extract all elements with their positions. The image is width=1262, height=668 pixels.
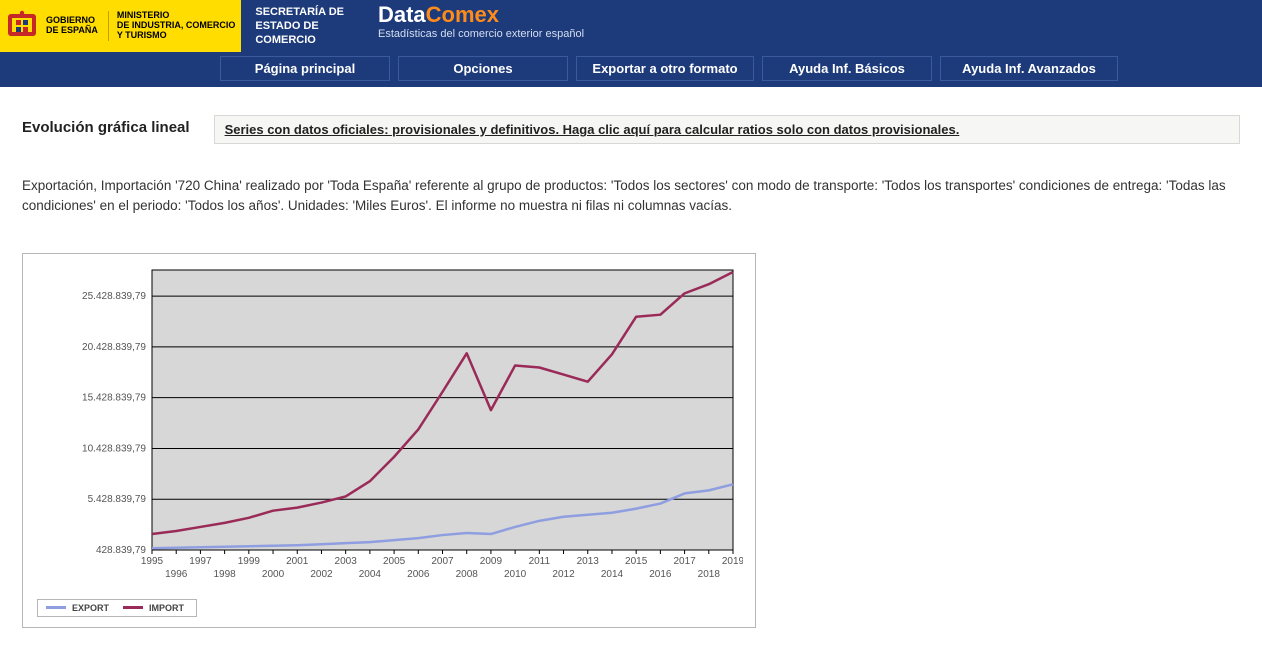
legend-export: EXPORT: [46, 603, 109, 613]
header: GOBIERNO DE ESPAÑA MINISTERIO DE INDUSTR…: [0, 0, 1262, 52]
chart-legend: EXPORT IMPORT: [37, 599, 197, 617]
svg-text:1999: 1999: [238, 556, 261, 567]
ministerio-text: MINISTERIO DE INDUSTRIA, COMERCIO Y TURI…: [108, 11, 236, 41]
svg-text:2010: 2010: [504, 569, 527, 580]
coat-of-arms-icon: [4, 8, 40, 44]
legend-label-import: IMPORT: [149, 603, 184, 613]
provisional-data-notice[interactable]: Series con datos oficiales: provisionale…: [214, 115, 1240, 144]
gov-block: GOBIERNO DE ESPAÑA MINISTERIO DE INDUSTR…: [0, 0, 241, 52]
svg-text:2013: 2013: [577, 556, 600, 567]
svg-text:1997: 1997: [189, 556, 212, 567]
svg-text:2003: 2003: [335, 556, 358, 567]
svg-text:15.428.839,79: 15.428.839,79: [82, 392, 146, 403]
svg-text:2007: 2007: [431, 556, 454, 567]
brand: DataComex Estadísticas del comercio exte…: [358, 0, 604, 52]
svg-text:10.428.839,79: 10.428.839,79: [82, 443, 146, 454]
content: Evolución gráfica lineal Series con dato…: [0, 87, 1262, 668]
secretaria-text: SECRETARÍA DE ESTADO DE COMERCIO: [241, 0, 358, 52]
svg-text:5.428.839,79: 5.428.839,79: [88, 494, 147, 505]
svg-text:2005: 2005: [383, 556, 406, 567]
page-title: Evolución gráfica lineal: [22, 115, 190, 136]
legend-label-export: EXPORT: [72, 603, 109, 613]
gobierno-text: GOBIERNO DE ESPAÑA: [46, 16, 98, 36]
svg-text:20.428.839,79: 20.428.839,79: [82, 341, 146, 352]
svg-text:2018: 2018: [698, 569, 721, 580]
svg-text:2015: 2015: [625, 556, 648, 567]
svg-text:2006: 2006: [407, 569, 430, 580]
nav-opciones[interactable]: Opciones: [398, 56, 568, 81]
nav-ayuda-basicos[interactable]: Ayuda Inf. Básicos: [762, 56, 932, 81]
svg-text:2000: 2000: [262, 569, 285, 580]
svg-text:1996: 1996: [165, 569, 188, 580]
brand-suffix: Comex: [426, 2, 499, 27]
legend-import: IMPORT: [123, 603, 184, 613]
brand-title: DataComex: [378, 2, 584, 28]
svg-text:2009: 2009: [480, 556, 503, 567]
svg-text:2002: 2002: [310, 569, 333, 580]
title-row: Evolución gráfica lineal Series con dato…: [22, 115, 1240, 144]
legend-swatch-import: [123, 606, 143, 609]
nav-ayuda-avanzados[interactable]: Ayuda Inf. Avanzados: [940, 56, 1118, 81]
svg-text:2012: 2012: [552, 569, 575, 580]
navbar: Página principal Opciones Exportar a otr…: [0, 52, 1262, 87]
svg-text:2001: 2001: [286, 556, 309, 567]
evolution-line-chart: 428.839,79 5.428.839,79 10.428.839,79 15.42…: [37, 266, 743, 584]
legend-swatch-export: [46, 606, 66, 609]
svg-text:2011: 2011: [529, 556, 551, 567]
chart-container: 428.839,79 5.428.839,79 10.428.839,79 15.42…: [22, 253, 756, 628]
svg-text:2019: 2019: [722, 556, 743, 567]
svg-text:428.839,79: 428.839,79: [96, 545, 146, 556]
svg-text:2017: 2017: [673, 556, 696, 567]
brand-subtitle: Estadísticas del comercio exterior españ…: [378, 28, 584, 40]
svg-text:1998: 1998: [214, 569, 237, 580]
nav-pagina-principal[interactable]: Página principal: [220, 56, 390, 81]
svg-text:2004: 2004: [359, 569, 382, 580]
report-description: Exportación, Importación '720 China' rea…: [22, 176, 1240, 217]
svg-text:2016: 2016: [649, 569, 672, 580]
svg-text:2008: 2008: [456, 569, 479, 580]
svg-text:1995: 1995: [141, 556, 164, 567]
brand-prefix: Data: [378, 2, 426, 27]
svg-text:2014: 2014: [601, 569, 624, 580]
nav-exportar[interactable]: Exportar a otro formato: [576, 56, 754, 81]
svg-text:25.428.839,79: 25.428.839,79: [82, 291, 146, 302]
nav-inner: Página principal Opciones Exportar a otr…: [220, 56, 1262, 81]
